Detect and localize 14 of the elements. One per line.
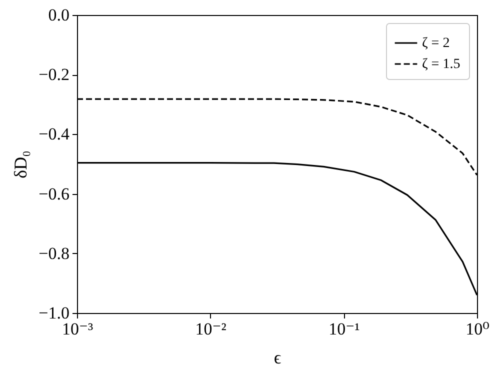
legend-label: ζ = 2	[422, 36, 450, 51]
y-tick-label: −0.8	[38, 244, 70, 263]
y-tick-label: −0.6	[38, 184, 70, 204]
x-tick-label: 10⁻¹	[328, 320, 360, 338]
x-tick-label: 10⁻²	[195, 320, 226, 338]
y-tick-label: −1.0	[38, 304, 70, 322]
y-tick-label: −0.2	[38, 65, 70, 84]
x-tick-label: 10⁻³	[62, 320, 94, 338]
x-tick-label: 10⁰	[466, 320, 490, 338]
y-axis-title: δD₀	[10, 150, 31, 178]
legend-label: ζ = 1.5	[422, 57, 460, 72]
y-tick-label: −0.4	[38, 124, 70, 144]
y-tick-label: 0.0	[48, 6, 70, 24]
x-axis-title: ϵ	[274, 348, 282, 368]
